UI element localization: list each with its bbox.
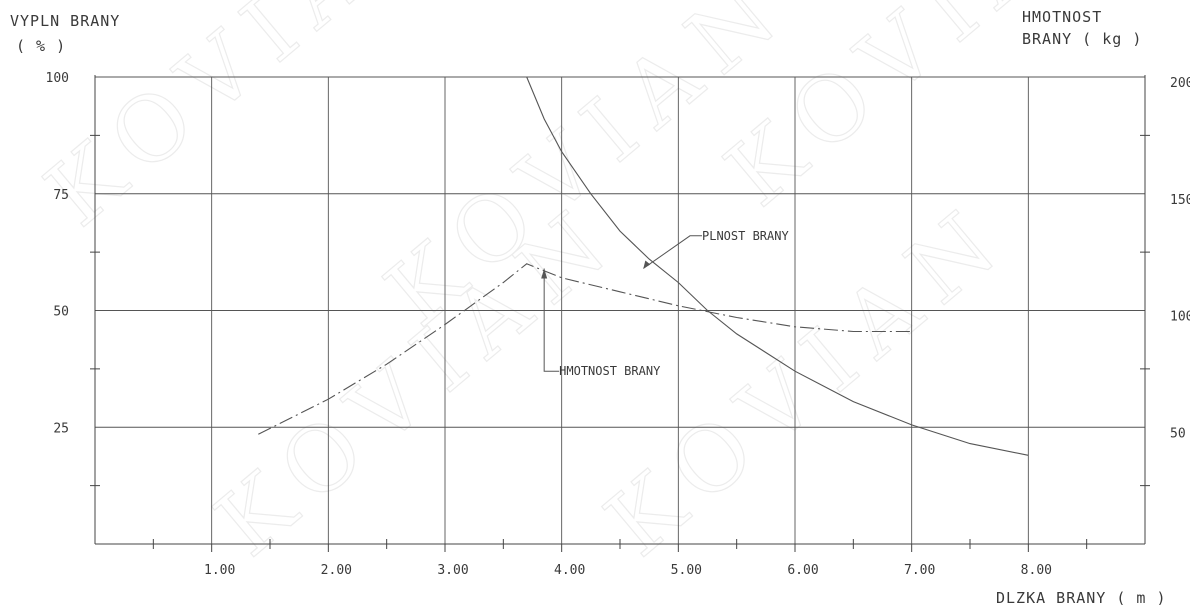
axes: 1.00 2.00 3.00 4.00 5.00 6.00 7.00 8.00 100 75 50 2…: [46, 71, 1190, 578]
annotations: PLNOST BRANY HMOTNOST BRANY: [541, 229, 789, 378]
left-tick-label: 75: [53, 188, 69, 203]
x-tick-label: 2.00: [321, 563, 352, 578]
watermark-text: KOVIAN: [587, 182, 1029, 577]
leader-plnost: [643, 235, 702, 269]
left-axis-title-line2: ( % ): [16, 37, 66, 55]
series-layer: [258, 76, 1029, 456]
x-tick-label: 7.00: [904, 563, 935, 578]
left-tick-label: 50: [53, 305, 69, 320]
x-tick-label: 4.00: [554, 563, 585, 578]
watermark-text: KOVIAN: [27, 0, 469, 247]
right-tick-label: 100: [1170, 310, 1190, 325]
left-tick-label: 25: [53, 421, 69, 436]
annotation-hmotnost: HMOTNOST BRANY: [559, 364, 661, 378]
right-tick-label: 200: [1170, 76, 1190, 91]
x-axis-label: DLZKA BRANY ( m ): [996, 589, 1167, 607]
leader-hmotnost: [543, 268, 560, 372]
x-tick-label: 1.00: [204, 563, 235, 578]
arrowhead-hmotnost: [541, 268, 548, 279]
x-tick-label: 5.00: [671, 563, 702, 578]
series-line-plnost: [526, 76, 1029, 456]
x-tick-label: 8.00: [1021, 563, 1052, 578]
left-tick-label: 100: [46, 71, 69, 86]
series-line-hmotnost: [258, 263, 912, 435]
right-tick-label: 150: [1170, 193, 1190, 208]
annotation-plnost: PLNOST BRANY: [702, 229, 789, 243]
x-tick-label: 6.00: [787, 563, 818, 578]
right-axis-title-line2: BRANY ( kg ): [1022, 30, 1142, 48]
right-axis-title-line1: HMOTNOST: [1022, 8, 1102, 26]
arrowhead-plnost: [643, 260, 651, 269]
grid: [95, 76, 1145, 544]
left-axis-title-line1: VYPLN BRANY: [10, 12, 120, 30]
x-tick-label: 3.00: [437, 563, 468, 578]
right-tick-label: 50: [1170, 426, 1186, 441]
